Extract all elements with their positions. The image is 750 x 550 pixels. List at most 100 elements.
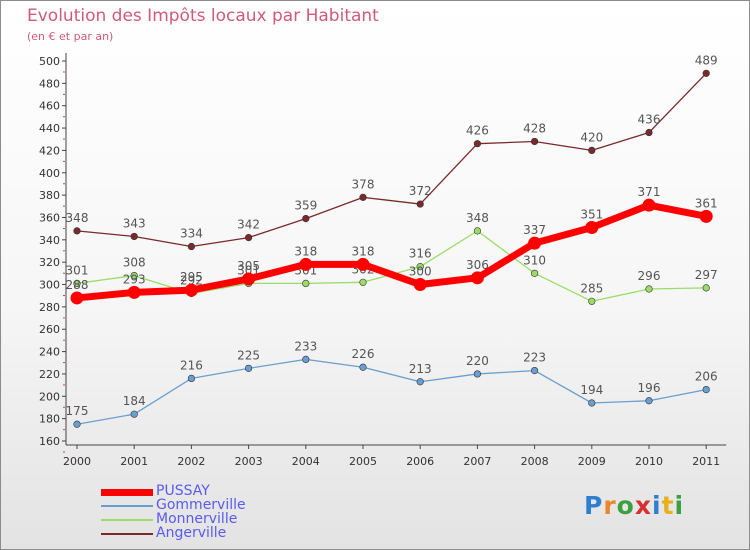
data-point-gommerville: [416, 378, 424, 386]
data-label-pussay: 305: [237, 259, 260, 273]
data-point-pussay: [699, 209, 713, 223]
data-point-gommerville: [187, 374, 195, 383]
data-label-pussay: 337: [523, 223, 546, 237]
legend-swatch: [101, 519, 153, 521]
y-tick-label: 420: [39, 144, 60, 157]
legend-swatch: [101, 533, 153, 535]
y-tick-label: 460: [39, 100, 60, 113]
legend-label: Angerville: [156, 525, 227, 541]
data-point-angerville: [359, 193, 367, 201]
data-point-angerville: [245, 233, 253, 242]
data-label-gommerville: 233: [294, 339, 317, 353]
data-point-angerville: [473, 140, 482, 148]
data-label-monnerville: 310: [523, 253, 546, 267]
y-tick-label: 440: [39, 122, 60, 135]
data-point-pussay: [70, 291, 84, 305]
data-point-angerville: [588, 146, 596, 155]
data-point-pussay: [413, 278, 427, 292]
legend-label: Monnerville: [156, 511, 238, 527]
x-tick-label: 2001: [120, 455, 148, 468]
data-label-monnerville: 296: [638, 269, 661, 283]
data-label-angerville: 489: [695, 53, 718, 67]
data-label-pussay: 318: [352, 244, 375, 258]
data-label-angerville: 428: [523, 121, 546, 135]
data-point-angerville: [645, 128, 653, 137]
y-tick-label: 220: [39, 368, 60, 381]
data-point-pussay: [642, 198, 656, 212]
y-tick-label: 300: [39, 279, 60, 292]
x-tick-label: 2010: [635, 455, 663, 468]
legend-swatch: [101, 489, 153, 496]
data-point-gommerville: [588, 399, 596, 407]
data-label-pussay: 306: [466, 258, 489, 272]
data-point-gommerville: [530, 366, 539, 375]
data-point-angerville: [187, 242, 195, 251]
y-tick-label: 400: [39, 167, 60, 180]
data-label-gommerville: 213: [409, 362, 432, 376]
data-point-pussay: [184, 283, 198, 297]
data-label-gommerville: 175: [66, 404, 89, 418]
y-tick-label: 320: [39, 256, 60, 269]
y-tick-label: 380: [39, 189, 60, 202]
data-label-angerville: 342: [237, 218, 260, 232]
data-point-monnerville: [530, 269, 539, 277]
data-point-pussay: [470, 271, 484, 285]
data-label-pussay: 351: [580, 208, 603, 222]
y-tick-label: 180: [39, 413, 60, 426]
y-tick-label: 200: [39, 390, 60, 403]
x-tick-label: 2006: [406, 455, 434, 468]
x-tick-label: 2007: [463, 455, 491, 468]
y-tick-label: 360: [39, 211, 60, 224]
data-label-monnerville: 308: [123, 256, 146, 270]
data-point-gommerville: [645, 397, 653, 405]
x-tick-label: 2000: [63, 455, 91, 468]
data-point-pussay: [127, 285, 141, 299]
y-tick-label: 280: [39, 301, 60, 314]
data-point-angerville: [302, 214, 310, 223]
y-tick-label: 160: [39, 435, 60, 448]
data-label-gommerville: 223: [523, 351, 546, 365]
data-label-monnerville: 285: [580, 281, 603, 295]
data-label-pussay: 361: [695, 196, 718, 210]
data-label-pussay: 288: [66, 278, 89, 292]
data-label-angerville: 334: [180, 227, 203, 241]
x-tick-label: 2002: [177, 455, 205, 468]
y-tick-label: 480: [39, 77, 60, 90]
data-point-angerville: [416, 200, 424, 208]
data-point-gommerville: [245, 364, 253, 372]
x-tick-label: 2009: [578, 455, 606, 468]
series-line-pussay: [76, 201, 707, 302]
data-label-pussay: 318: [294, 244, 317, 258]
data-point-gommerville: [702, 385, 710, 394]
data-point-pussay: [585, 221, 599, 235]
chart-subtitle: (en € et par an): [27, 30, 114, 43]
y-tick-label: 340: [39, 234, 60, 247]
data-point-monnerville: [73, 279, 81, 288]
data-label-pussay: 300: [409, 265, 432, 279]
legend-label: Gommerville: [156, 497, 246, 513]
data-label-pussay: 295: [180, 270, 203, 284]
chart-title: Evolution des Impôts locaux par Habitant: [27, 6, 379, 26]
data-label-gommerville: 226: [352, 347, 375, 361]
brand-logo: Proxiti: [584, 491, 685, 520]
data-point-monnerville: [359, 278, 367, 286]
series-line-angerville: [76, 72, 707, 248]
data-label-gommerville: 225: [237, 348, 260, 362]
x-tick-label: 2005: [349, 455, 377, 468]
y-tick-label: 500: [39, 55, 60, 68]
x-tick-label: 2011: [692, 455, 720, 468]
data-label-angerville: 359: [294, 199, 317, 213]
data-label-angerville: 436: [638, 113, 661, 127]
data-point-angerville: [130, 232, 138, 241]
data-label-pussay: 371: [638, 185, 661, 199]
y-tick-label: 240: [39, 346, 60, 359]
data-point-gommerville: [130, 410, 138, 418]
data-label-pussay: 293: [123, 272, 146, 286]
data-point-gommerville: [473, 370, 482, 378]
data-point-angerville: [530, 137, 539, 146]
data-label-angerville: 420: [580, 130, 603, 144]
data-label-monnerville: 297: [695, 268, 718, 282]
data-label-gommerville: 206: [695, 370, 718, 384]
